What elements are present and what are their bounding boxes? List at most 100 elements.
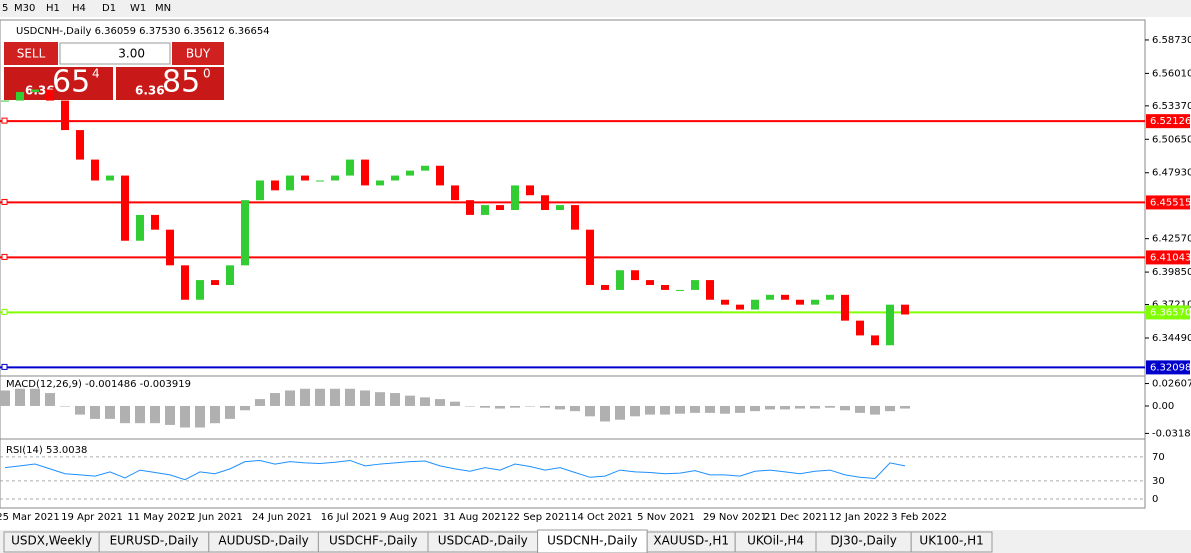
x-tick-label: 2 Jun 2021: [189, 512, 243, 523]
timeframe-button[interactable]: M30: [14, 3, 35, 14]
candle: [676, 289, 684, 291]
level-handle[interactable]: [1, 198, 8, 205]
x-tick-label: 24 Jun 2021: [252, 512, 312, 523]
macd-bar: [615, 405, 625, 420]
level-label-box: [1146, 360, 1190, 375]
candle: [436, 165, 444, 186]
timeframe-button[interactable]: MN: [155, 3, 171, 14]
candle: [631, 270, 639, 281]
candle: [841, 294, 849, 321]
macd-bar: [420, 397, 430, 406]
macd-bar: [15, 388, 25, 406]
macd-bar: [150, 405, 160, 424]
tab-label: UK100-,H1: [919, 534, 983, 548]
y-tick-label: 6.56010: [1152, 68, 1191, 79]
candle: [406, 170, 414, 176]
macd-bar: [120, 405, 130, 424]
level-handle[interactable]: [1, 363, 8, 370]
macd-bar: [195, 405, 205, 428]
macd-bar: [375, 392, 385, 406]
x-tick-label: 31 Aug 2021: [443, 512, 507, 523]
price-big: 6.36: [135, 84, 165, 98]
tab-label: EURUSD-,Daily: [110, 534, 199, 548]
candle: [226, 265, 234, 285]
candle: [886, 304, 894, 346]
x-tick-label: 3 Feb 2022: [891, 512, 947, 523]
candle: [541, 195, 549, 210]
level-label: 6.36570: [1150, 307, 1191, 318]
level-handle[interactable]: [1, 117, 8, 124]
lots-field[interactable]: [59, 42, 171, 65]
candle: [856, 320, 864, 336]
y-tick-label: 6.50650: [1152, 134, 1191, 145]
sell-label: SELL: [17, 47, 46, 61]
candle: [646, 280, 654, 285]
y-tick-label: 6.58730: [1152, 35, 1191, 46]
timeframe-button[interactable]: H4: [72, 3, 86, 14]
candle: [766, 294, 774, 300]
y-tick-label: 30: [1152, 476, 1165, 487]
macd-bar: [300, 388, 310, 406]
candle: [736, 304, 744, 310]
macd-bar: [675, 405, 685, 414]
y-tick-label: 6.34490: [1152, 333, 1191, 344]
candle: [391, 175, 399, 181]
tab[interactable]: [910, 531, 993, 553]
candle: [271, 180, 279, 191]
candle: [556, 205, 564, 210]
x-tick-label: 9 Aug 2021: [380, 512, 438, 523]
candle: [721, 299, 729, 305]
tab-label: USDCHF-,Daily: [329, 534, 417, 548]
candle: [61, 100, 69, 131]
level-label: 6.45515: [1150, 197, 1191, 208]
macd-bar: [315, 388, 325, 406]
level-label-box: [1146, 195, 1190, 210]
macd-bar: [180, 405, 190, 428]
y-tick-label: 6.42570: [1152, 234, 1191, 245]
macd-bar: [600, 405, 610, 422]
candle: [196, 280, 204, 300]
macd-bar: [135, 405, 145, 424]
level-label: 6.32098: [1150, 362, 1191, 373]
candle: [121, 175, 129, 241]
candle: [331, 175, 339, 181]
macd-bar: [840, 405, 850, 411]
candle: [361, 159, 369, 186]
sell-button[interactable]: [4, 42, 58, 65]
macd-bar: [240, 405, 250, 411]
macd-bar: [405, 395, 415, 406]
candle: [511, 185, 519, 210]
macd-bar: [810, 405, 820, 409]
timeframe-button[interactable]: D1: [102, 3, 116, 14]
y-tick-label: 0: [1152, 494, 1158, 505]
toolbar: [0, 0, 1191, 17]
level-label: 6.41043: [1150, 252, 1191, 263]
level-label: 6.52126: [1150, 116, 1191, 127]
tab-label: UKOil-,H4: [747, 534, 804, 548]
timeframe-button[interactable]: 5: [2, 3, 8, 14]
tab-label: AUDUSD-,Daily: [218, 534, 308, 548]
level-handle[interactable]: [1, 253, 8, 260]
macd-bar: [780, 405, 790, 410]
candle: [256, 180, 264, 201]
candle: [301, 175, 309, 181]
buy-price[interactable]: [116, 67, 224, 100]
level-handle[interactable]: [1, 308, 8, 315]
x-tick-label: 29 Nov 2021: [703, 512, 767, 523]
timeframe-button[interactable]: H1: [46, 3, 60, 14]
candle: [166, 229, 174, 266]
macd-bar: [750, 405, 760, 412]
candle: [796, 299, 804, 305]
macd-bar: [795, 405, 805, 409]
timeframe-button[interactable]: W1: [130, 3, 146, 14]
tab-label: USDCNH-,Daily: [547, 534, 638, 548]
candle: [451, 185, 459, 201]
candle: [811, 299, 819, 305]
macd-bar: [870, 405, 880, 415]
buy-button[interactable]: [172, 42, 224, 65]
x-tick-label: 19 Apr 2021: [61, 512, 123, 523]
candle: [181, 265, 189, 300]
macd-bar: [45, 393, 55, 406]
candle: [826, 294, 834, 300]
